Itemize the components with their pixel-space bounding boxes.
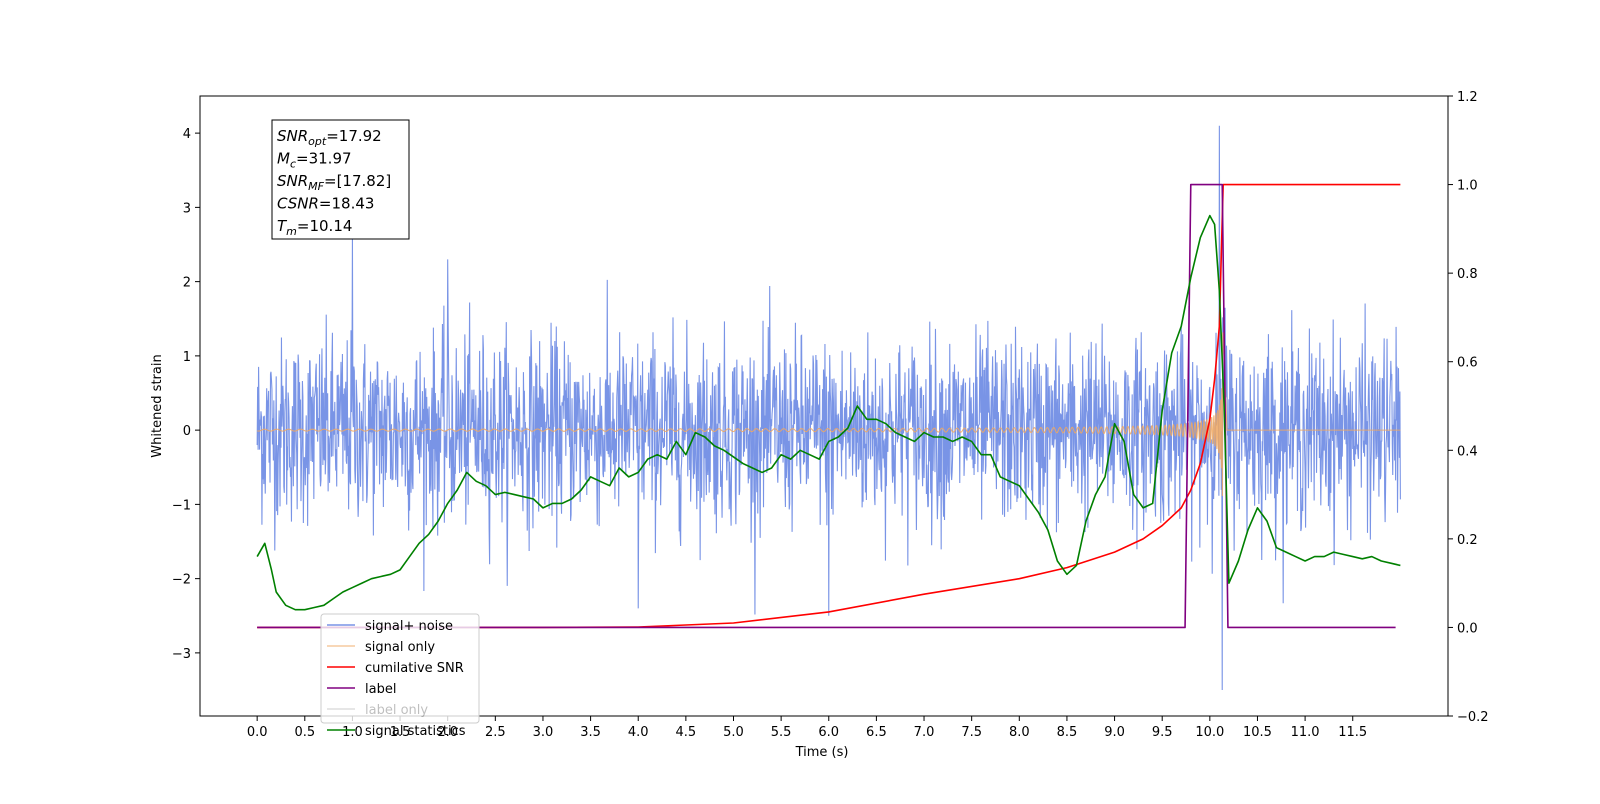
legend-label: signal only (365, 640, 435, 655)
x-tick-label: 0.0 (247, 725, 268, 740)
x-tick-label: 6.0 (818, 725, 839, 740)
x-tick-label: 11.0 (1291, 725, 1320, 740)
x-tick-label: 3.5 (580, 725, 601, 740)
legend-label: label only (365, 703, 428, 718)
series-signal-only-line (256, 332, 1401, 497)
annotation-line: SNRMF=[17.82] (277, 172, 391, 193)
y2-tick-label: 0.6 (1457, 356, 1478, 371)
y2-tick-label: 0.4 (1457, 444, 1478, 459)
y-axis-right: −0.2 0.0 0.2 0.4 0.6 0.8 1.0 1.2 (1448, 90, 1489, 725)
annotation-symbol: CSNR (277, 195, 319, 213)
x-tick-label: 2.5 (485, 725, 506, 740)
x-tick-label: 7.5 (961, 725, 982, 740)
annotation-frame (271, 119, 410, 240)
x-tick-label: 1.0 (342, 725, 363, 740)
y-tick-label: 4 (183, 127, 191, 142)
annotation-value: =18.43 (319, 195, 375, 213)
y-axis-left: −3 −2 −1 0 1 2 3 4 (172, 127, 200, 662)
annotation-line: Mc=31.97 (277, 150, 352, 171)
legend-label: signal+ noise (365, 619, 453, 634)
series-signal-noise-line (256, 125, 1401, 691)
annotation-value: =[17.82] (324, 172, 391, 190)
y2-tick-label: 1.0 (1457, 179, 1478, 194)
annotation-line: SNRopt=17.92 (277, 127, 382, 148)
annotation-symbol: M (277, 150, 290, 168)
series-label-line (257, 183, 1396, 629)
x-tick-label: 1.5 (390, 725, 411, 740)
y-tick-label: 3 (183, 201, 191, 216)
y2-tick-label: −0.2 (1457, 710, 1489, 725)
y2-tick-label: 0.2 (1457, 533, 1478, 548)
x-tick-label: 5.5 (771, 725, 792, 740)
annotation-subscript: opt (308, 135, 327, 148)
x-tick-label: 11.5 (1338, 725, 1367, 740)
y-tick-label: −3 (172, 647, 191, 662)
legend-label: cumilative SNR (365, 661, 464, 676)
legend-frame (320, 613, 480, 724)
x-tick-label: 3.0 (533, 725, 554, 740)
y-tick-label: 1 (183, 350, 191, 365)
series-signal-statistics-line (256, 214, 1401, 611)
y-axis-label: Whitened strain (150, 354, 165, 457)
x-axis-label: Time (s) (795, 745, 849, 760)
legend-label: label (365, 682, 396, 697)
x-tick-label: 8.0 (1009, 725, 1030, 740)
y-tick-label: −2 (172, 573, 191, 588)
x-axis: 0.0 0.5 1.0 1.5 2.0 2.5 3.0 3.5 4.0 4.5 5.0 5.5 6.0 6… (247, 716, 1367, 740)
series-cumilative-snr-line (257, 183, 1401, 629)
x-tick-label: 9.5 (1152, 725, 1173, 740)
legend: signal+ noise signal only cumilative SNR la… (320, 613, 480, 739)
y-tick-label: 2 (183, 276, 191, 291)
x-tick-label: 5.0 (723, 725, 744, 740)
x-tick-label: 10.0 (1195, 725, 1224, 740)
y2-tick-label: 0.0 (1457, 621, 1478, 636)
x-tick-label: 4.0 (628, 725, 649, 740)
x-tick-label: 9.0 (1104, 725, 1125, 740)
plot-area-frame (199, 95, 1449, 717)
annotation-symbol: SNR (277, 127, 308, 145)
series-layer (256, 125, 1401, 691)
y-tick-label: 0 (183, 424, 191, 439)
y-tick-label: −1 (172, 498, 191, 513)
x-tick-label: 0.5 (294, 725, 315, 740)
x-tick-label: 6.5 (866, 725, 887, 740)
annotation-subscript: c (290, 158, 296, 171)
annotation-box: SNRopt=17.92Mc=31.97SNRMF=[17.82]CSNR=18… (271, 119, 410, 240)
annotation-value: =10.14 (297, 217, 353, 235)
annotation-value: =17.92 (326, 127, 382, 145)
y2-tick-label: 1.2 (1457, 90, 1478, 105)
annotation-line: CSNR=18.43 (277, 195, 374, 213)
annotation-subscript: MF (308, 180, 324, 193)
x-tick-label: 7.0 (914, 725, 935, 740)
y2-tick-label: 0.8 (1457, 267, 1478, 282)
x-tick-label: 2.0 (437, 725, 458, 740)
annotation-value: =31.97 (296, 150, 352, 168)
annotation-symbol: T (277, 217, 288, 235)
x-tick-label: 10.5 (1243, 725, 1272, 740)
annotation-subscript: m (286, 225, 297, 238)
x-tick-label: 4.5 (676, 725, 697, 740)
annotation-symbol: SNR (277, 172, 308, 190)
x-tick-label: 8.5 (1057, 725, 1078, 740)
annotation-line: Tm=10.14 (277, 217, 352, 238)
legend-label: signal statistics (365, 724, 466, 739)
